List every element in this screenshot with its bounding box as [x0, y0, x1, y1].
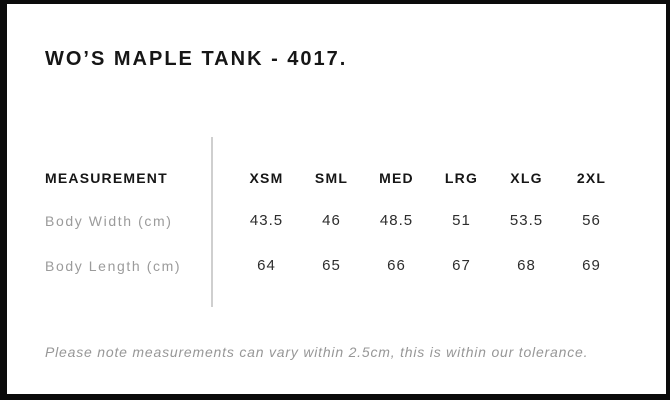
value-cell: 43.5	[249, 212, 284, 229]
value-cell: 67	[452, 257, 471, 274]
size-header-lrg: LRG	[444, 170, 479, 186]
table-column-divider	[211, 137, 213, 307]
size-header-xlg: XLG	[510, 170, 543, 186]
size-header-sml: SML	[314, 170, 349, 186]
value-cell: 65	[322, 257, 341, 274]
body-width-values: 43.5 46 48.5 51 53.5 56	[234, 211, 624, 231]
size-header-2xl: 2XL	[576, 170, 607, 186]
value-cell: 48.5	[379, 212, 414, 229]
tolerance-note: Please note measurements can vary within…	[45, 344, 589, 360]
value-cell: 64	[257, 257, 276, 274]
table-row-body-length: Body Length (cm) 64 65 66 67 68 69	[7, 256, 666, 276]
value-cell: 66	[387, 257, 406, 274]
value-cell: 68	[517, 257, 536, 274]
value-cell: 53.5	[509, 212, 544, 229]
body-length-values: 64 65 66 67 68 69	[234, 256, 624, 276]
row-label-body-length: Body Length (cm)	[45, 258, 182, 274]
table-header-row: MEASUREMENT XSM SML MED LRG XLG 2XL	[7, 168, 666, 188]
row-label-body-width: Body Width (cm)	[45, 213, 173, 229]
table-row-body-width: Body Width (cm) 43.5 46 48.5 51 53.5 56	[7, 211, 666, 231]
value-cell: 56	[582, 212, 601, 229]
value-cell: 51	[452, 212, 471, 229]
size-header-med: MED	[379, 170, 414, 186]
value-cell: 46	[322, 212, 341, 229]
size-header-xsm: XSM	[249, 170, 284, 186]
size-chart-title: WO’S MAPLE TANK - 4017.	[45, 48, 348, 70]
size-header-group: XSM SML MED LRG XLG 2XL	[234, 168, 624, 188]
measurement-column-header: MEASUREMENT	[45, 170, 168, 186]
value-cell: 69	[582, 257, 601, 274]
